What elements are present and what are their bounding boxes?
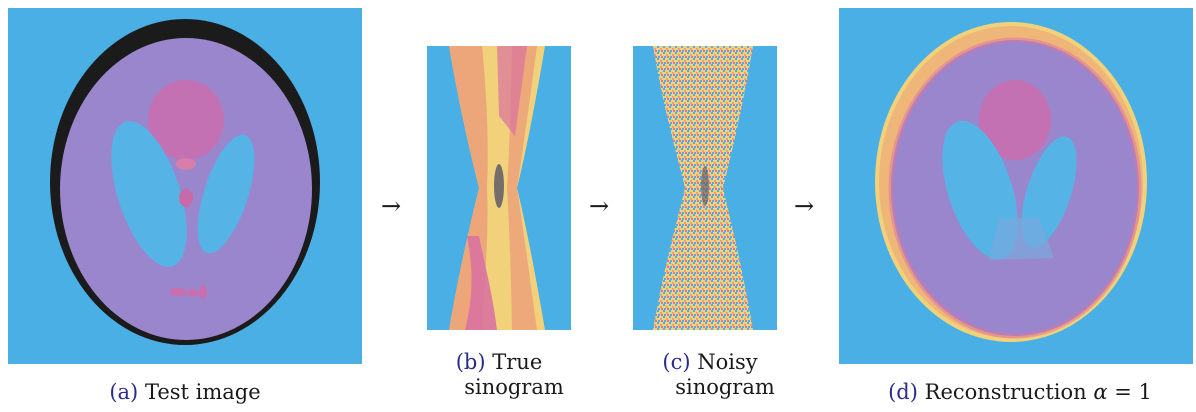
noisy-sinogram-image: [633, 46, 777, 330]
caption-d-text: Reconstruction: [924, 380, 1087, 404]
panel-b-true-sinogram: [427, 46, 571, 330]
caption-d-label: (d): [888, 380, 918, 404]
reconstruction-image: [839, 8, 1193, 364]
caption-b-line2: sinogram: [464, 375, 564, 399]
caption-b-label: (b): [455, 350, 486, 374]
arrow-3: →: [794, 192, 815, 220]
caption-b: (b) True sinogram: [432, 350, 566, 400]
caption-d-eq: = 1: [1107, 380, 1152, 404]
panel-c-noisy-sinogram: [633, 46, 777, 330]
caption-a-text: Test image: [144, 380, 261, 404]
caption-c-line2: sinogram: [675, 375, 775, 399]
caption-a-label: (a): [109, 380, 139, 404]
panel-a-test-image: [8, 8, 362, 364]
caption-c-line1: Noisy: [697, 350, 758, 374]
caption-a: (a) Test image: [70, 380, 300, 405]
panel-d-reconstruction: [839, 8, 1193, 364]
caption-c: (c) Noisy sinogram: [640, 350, 780, 400]
sinogram-image: [427, 46, 571, 330]
caption-d-alpha: α: [1093, 380, 1108, 404]
caption-c-label: (c): [662, 350, 691, 374]
arrow-2: →: [589, 192, 610, 220]
caption-b-line1: True: [492, 350, 543, 374]
caption-d: (d) Reconstruction α = 1: [870, 380, 1170, 405]
arrow-1: →: [381, 192, 402, 220]
phantom-image: [8, 8, 362, 364]
